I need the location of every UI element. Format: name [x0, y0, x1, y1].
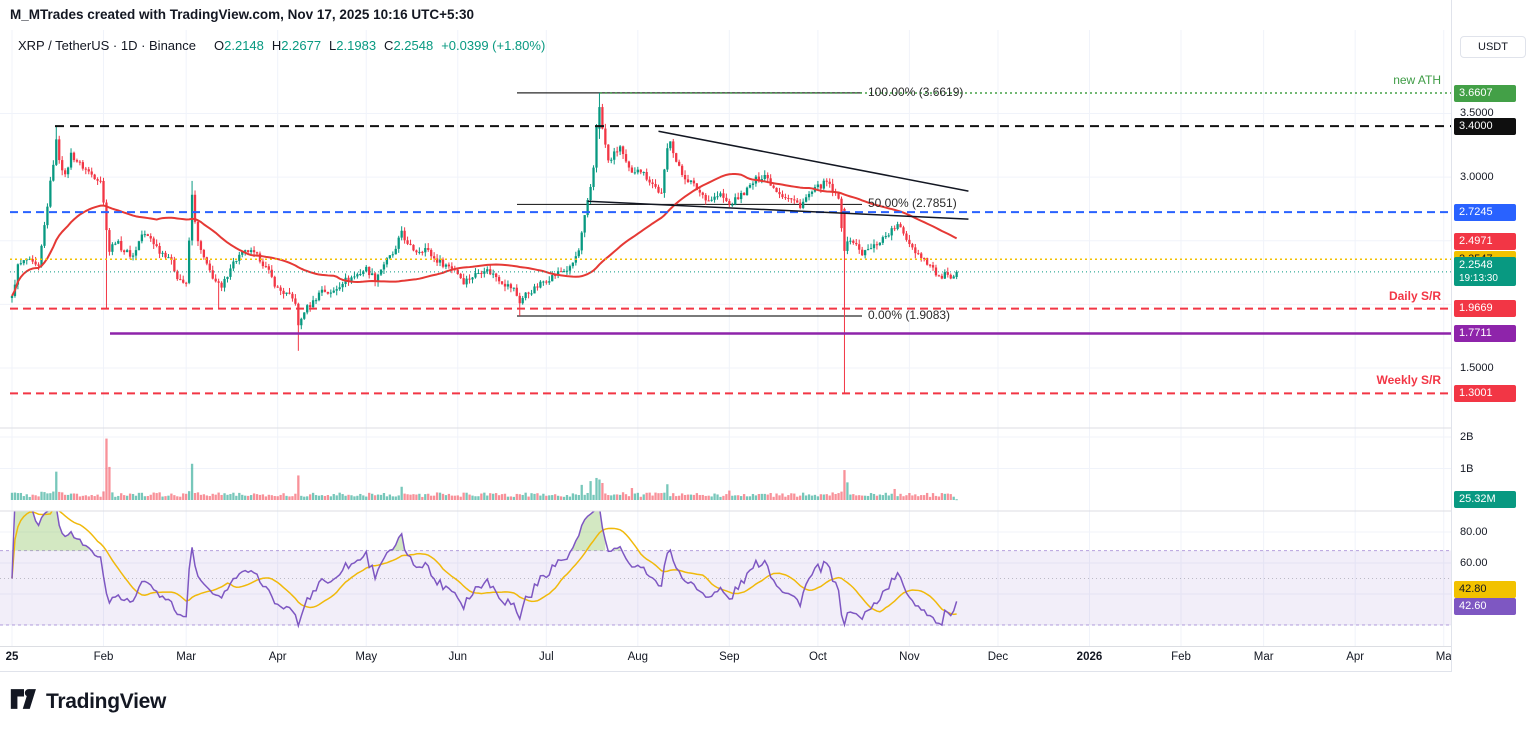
- axis-price-label: 2B: [1460, 431, 1474, 443]
- fib-100-label[interactable]: 100.00% (3.6619): [868, 84, 964, 99]
- time-axis-label: 25: [5, 651, 19, 663]
- axis-price-label: 1.5000: [1460, 361, 1494, 374]
- fib-0-label[interactable]: 0.00% (1.9083): [868, 308, 951, 323]
- axis-price-label: 60.00: [1460, 557, 1488, 569]
- axis-price-badge: 1.7711: [1454, 324, 1516, 342]
- time-axis-label: May: [355, 651, 378, 663]
- time-axis-label: 2026: [1076, 651, 1103, 663]
- axis-price-badge: 2.4971: [1454, 232, 1516, 250]
- daily-sr-label[interactable]: Daily S/R: [1388, 288, 1441, 303]
- time-axis-label: Feb: [93, 651, 114, 663]
- chart-canvas[interactable]: [0, 30, 1451, 647]
- time-scale[interactable]: 25 Feb Mar Apr May Jun Jul Aug Sep Oct Nov Dec 2026 F…: [0, 647, 1536, 671]
- weekly-sr-label[interactable]: Weekly S/R: [1376, 373, 1441, 388]
- ohlc-low-value: 2.1983: [336, 38, 377, 53]
- axis-price-label: 3.5000: [1460, 107, 1494, 120]
- ohlc-low-label: L: [329, 38, 337, 53]
- time-axis-label: Jul: [538, 651, 554, 663]
- axis-price-badge: 3.4000: [1454, 117, 1516, 135]
- time-axis-label: Mar: [1253, 651, 1274, 663]
- axis-price-badge: 25.32M: [1454, 490, 1516, 508]
- ohlc-high-value: 2.2677: [281, 38, 322, 53]
- currency-toggle-button[interactable]: USDT: [1460, 36, 1526, 58]
- axis-price-badge: 2.2548 19:13:30: [1454, 257, 1516, 287]
- axis-price-label: 3.0000: [1460, 171, 1494, 184]
- countdown-timer: 19:13:30: [1459, 273, 1498, 285]
- time-axis-label: Mar: [176, 651, 197, 663]
- fib-50-label[interactable]: 50.00% (2.7851): [868, 196, 957, 211]
- ohlc-high-label: H: [271, 38, 282, 53]
- tradingview-logo-text: TradingView: [46, 689, 167, 713]
- axis-price-label: 1B: [1460, 462, 1474, 475]
- time-axis-label: Apr: [1346, 651, 1365, 663]
- change-value: +0.0399 (+1.80%): [441, 38, 546, 53]
- ohlc-close-value: 2.2548: [393, 38, 434, 53]
- bottom-divider: [0, 671, 1536, 672]
- axis-price-badge: 42.80: [1454, 581, 1516, 599]
- tradingview-logo-icon: [10, 686, 38, 717]
- time-axis-label: Feb: [1171, 651, 1191, 663]
- time-axis-label: Sep: [719, 651, 740, 663]
- price-scale[interactable]: USDT 3.6607 3.5000 3.4000 3.0000 2.7245 2.497…: [1451, 0, 1536, 672]
- chart-legend: XRP / TetherUS · 1D · Binance O2.2148 H2.2…: [18, 38, 545, 53]
- axis-price-label: 80.00: [1460, 526, 1488, 538]
- time-axis-label: Nov: [899, 651, 920, 663]
- time-axis-label: Aug: [627, 651, 649, 663]
- time-axis-label: Ma: [1435, 651, 1452, 663]
- time-axis-label: Dec: [987, 651, 1009, 663]
- axis-price-badge: 2.7245: [1454, 203, 1516, 221]
- tradingview-logo[interactable]: TradingView: [10, 686, 166, 717]
- symbol-title[interactable]: XRP / TetherUS · 1D · Binance: [18, 38, 196, 53]
- time-axis-label: Jun: [448, 651, 468, 663]
- time-axis-label: Apr: [268, 651, 287, 663]
- attribution-text: M_MTrades created with TradingView.com, …: [10, 7, 475, 22]
- axis-price-badge: 3.6607: [1454, 84, 1516, 102]
- ohlc-close-label: C: [384, 38, 394, 53]
- axis-price-badge: 1.3001: [1454, 384, 1516, 402]
- time-axis-label: Oct: [808, 651, 827, 663]
- ohlc-open-label: O: [214, 38, 225, 53]
- axis-price-badge: 1.9669: [1454, 300, 1516, 318]
- new-ath-label[interactable]: new ATH: [1393, 73, 1441, 87]
- ohlc-open-value: 2.2148: [224, 38, 264, 53]
- axis-price-badge: 42.60: [1454, 598, 1516, 616]
